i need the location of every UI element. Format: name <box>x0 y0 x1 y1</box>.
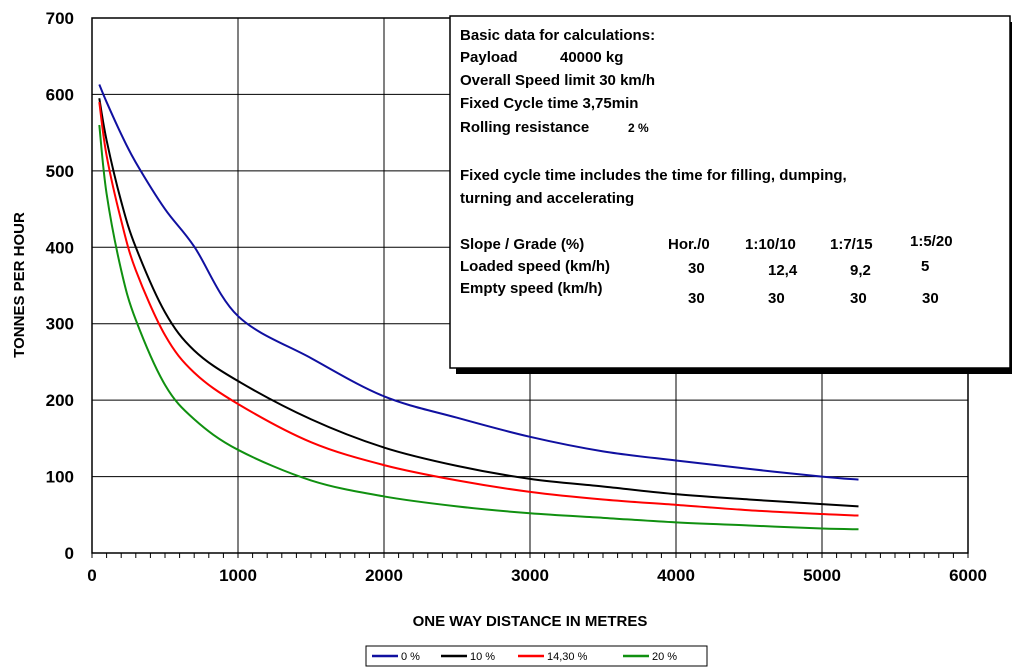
y-tick-label: 0 <box>65 544 74 563</box>
grade-header-2: 1:7/15 <box>830 236 873 253</box>
series-line-1 <box>98 98 859 508</box>
legend-label: 14,30 % <box>547 651 588 663</box>
payload-value: 40000 kg <box>560 49 623 66</box>
legend-label: 0 % <box>401 651 420 663</box>
x-tick-label: 0 <box>87 566 96 585</box>
cycle-time-text: Fixed Cycle time 3,75min <box>460 95 638 112</box>
info-box: Basic data for calculations: Payload 400… <box>449 15 1012 374</box>
legend: 0 % 10 % 14,30 % 20 % <box>365 645 708 667</box>
loaded-speed-1: 12,4 <box>768 262 798 279</box>
info-heading: Basic data for calculations: <box>460 27 655 44</box>
series-line-3 <box>98 124 859 531</box>
y-tick-label: 200 <box>46 391 74 410</box>
row-label-slope: Slope / Grade (%) <box>460 236 584 253</box>
y-tick-label: 300 <box>46 315 74 334</box>
info-box-panel <box>449 15 1011 369</box>
payload-label: Payload <box>460 49 518 66</box>
series-line-0 <box>98 84 859 481</box>
empty-speed-1: 30 <box>768 290 785 307</box>
note-line-1: Fixed cycle time includes the time for f… <box>460 167 847 184</box>
loaded-speed-2: 9,2 <box>850 262 871 279</box>
x-tick-label: 6000 <box>949 566 987 585</box>
empty-speed-3: 30 <box>922 290 939 307</box>
row-label-empty: Empty speed (km/h) <box>460 280 603 297</box>
empty-speed-2: 30 <box>850 290 867 307</box>
y-axis-ticks: 0 100 200 300 400 500 600 700 <box>46 9 74 563</box>
grade-header-3: 1:5/20 <box>910 233 953 250</box>
series-layer <box>98 84 859 531</box>
row-label-loaded: Loaded speed (km/h) <box>460 258 610 275</box>
y-tick-label: 100 <box>46 468 74 487</box>
x-tick-label: 5000 <box>803 566 841 585</box>
x-tick-label: 3000 <box>511 566 549 585</box>
empty-speed-0: 30 <box>688 290 705 307</box>
x-axis-ticks: 0 1000 2000 3000 4000 5000 6000 <box>87 566 987 585</box>
series-line-2 <box>98 101 859 517</box>
legend-items: 0 % 10 % 14,30 % 20 % <box>372 651 677 663</box>
speed-limit-text: Overall Speed limit 30 km/h <box>460 72 655 89</box>
x-axis-title: ONE WAY DISTANCE IN METRES <box>413 613 648 630</box>
y-tick-label: 500 <box>46 162 74 181</box>
y-tick-label: 700 <box>46 9 74 28</box>
legend-label: 10 % <box>470 651 495 663</box>
x-tick-label: 4000 <box>657 566 695 585</box>
x-tick-label: 2000 <box>365 566 403 585</box>
legend-label: 20 % <box>652 651 677 663</box>
loaded-speed-0: 30 <box>688 260 705 277</box>
x-tick-label: 1000 <box>219 566 257 585</box>
grade-header-1: 1:10/10 <box>745 236 796 253</box>
grade-header-0: Hor./0 <box>668 236 710 253</box>
rolling-resistance-value: 2 % <box>628 121 649 135</box>
note-line-2: turning and accelerating <box>460 190 634 207</box>
y-tick-label: 400 <box>46 238 74 257</box>
loaded-speed-3: 5 <box>921 258 929 275</box>
y-axis-title: TONNES PER HOUR <box>11 212 28 358</box>
y-tick-label: 600 <box>46 85 74 104</box>
rolling-resistance-label: Rolling resistance <box>460 119 589 136</box>
